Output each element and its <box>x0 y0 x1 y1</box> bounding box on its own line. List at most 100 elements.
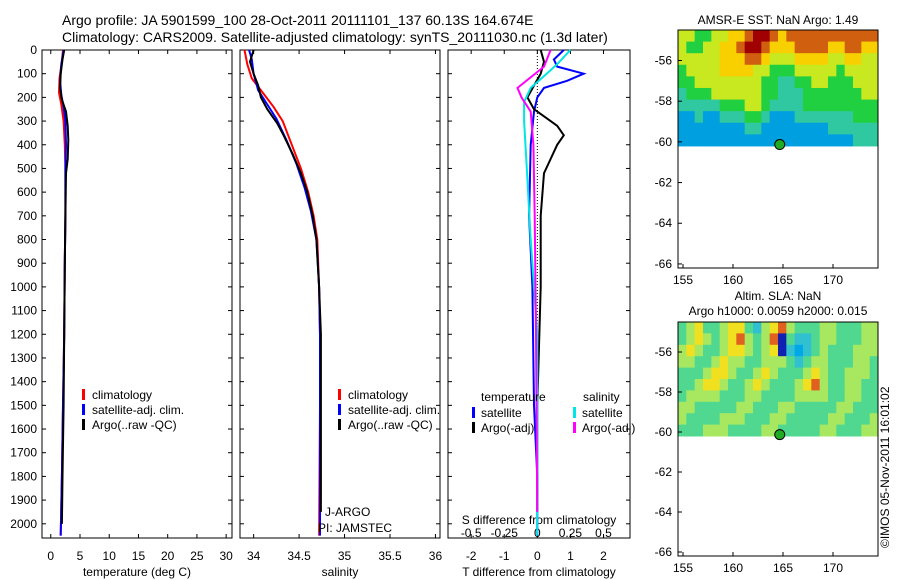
map-cell <box>728 99 737 112</box>
map-cell <box>786 322 796 334</box>
map-cell <box>761 41 771 54</box>
map-cell <box>769 53 779 66</box>
legend-label: satellite-adj. clim. <box>92 403 184 417</box>
map-cell <box>744 41 754 54</box>
map-cell <box>694 344 704 357</box>
map-x-tick-label: 160 <box>723 561 743 575</box>
map-cell <box>761 64 771 77</box>
map-cell <box>861 390 871 403</box>
map-cell <box>836 76 846 89</box>
map-cell <box>828 322 837 334</box>
map-cell <box>761 87 771 101</box>
map-cell <box>778 333 787 346</box>
series-line-2 <box>59 49 70 524</box>
map-cell <box>836 99 846 112</box>
map-cell <box>811 344 821 357</box>
map-cell <box>694 30 704 43</box>
map-cell <box>678 333 687 346</box>
map-cell <box>794 41 804 54</box>
map-cell <box>869 356 879 369</box>
legend-label: climatology <box>92 388 152 402</box>
map-cell <box>861 424 871 437</box>
x-tick-label: 30 <box>219 549 233 563</box>
map-cell <box>694 333 704 346</box>
map-y-tick-label: -60 <box>655 135 673 149</box>
map-cell <box>861 41 871 54</box>
map-cell <box>761 367 771 380</box>
map-cell <box>719 356 729 369</box>
map-cell <box>844 424 854 437</box>
plot-frame <box>41 49 233 539</box>
map-cell <box>686 99 696 112</box>
map-cell <box>819 76 829 89</box>
map-cell <box>769 41 779 54</box>
map-cell <box>711 99 721 112</box>
map-cell <box>869 390 879 403</box>
map-cell <box>803 99 812 112</box>
map-cell <box>703 64 712 77</box>
map-cell <box>869 111 879 124</box>
y-tick-label: 600 <box>17 185 37 199</box>
map-cell <box>828 379 837 391</box>
map-cell <box>836 134 846 147</box>
map-cell <box>736 99 746 112</box>
map-cell <box>803 344 812 357</box>
map-y-tick-label: -64 <box>655 216 673 230</box>
map-cell <box>819 401 829 414</box>
map-cell <box>711 41 721 54</box>
figure-title-line2: Climatology: CARS2009. Satellite-adjuste… <box>62 29 608 45</box>
map-cell <box>786 356 796 369</box>
map-cell <box>794 401 804 414</box>
map-cell <box>811 64 821 77</box>
map-x-tick-label: 170 <box>823 561 843 575</box>
map-cell <box>736 87 746 101</box>
map-cell <box>711 424 721 437</box>
map-cell <box>794 99 804 112</box>
x-tick-label: -1 <box>499 549 510 563</box>
map-cell <box>853 134 862 147</box>
map-cell <box>861 30 871 43</box>
map-cell <box>778 367 787 380</box>
map-cell <box>744 53 754 66</box>
x-tick-label: 10 <box>103 549 117 563</box>
x-tick-label: 35 <box>338 549 352 563</box>
map-cell <box>836 401 846 414</box>
map-cell <box>744 111 754 124</box>
map-cell <box>753 390 762 403</box>
map-cell <box>744 134 754 147</box>
map-cell <box>786 64 796 77</box>
map-cell <box>811 122 821 135</box>
map-cell <box>736 333 746 346</box>
map-cell <box>836 367 846 380</box>
map-cell <box>703 76 712 89</box>
map-cell <box>861 401 871 414</box>
map-cell <box>819 99 829 112</box>
y-tick-label: 500 <box>17 161 37 175</box>
map-cell <box>828 390 837 403</box>
map-cell <box>703 401 712 414</box>
map-cell <box>803 367 812 380</box>
map-cell <box>711 344 721 357</box>
map-cell <box>778 401 787 414</box>
x-axis-label: salinity <box>322 565 359 579</box>
map-cell <box>819 122 829 135</box>
map-cell <box>753 41 762 54</box>
map-cell <box>686 134 696 147</box>
map-cell <box>703 367 712 380</box>
map-cell <box>736 356 746 369</box>
map-cell <box>703 333 712 346</box>
legend-label: climatology <box>348 388 408 402</box>
sst-map-panel: AMSR-E SST: NaN Argo: 1.49 155 160 165 170 -5… <box>655 13 879 287</box>
map-cell <box>694 367 704 380</box>
map-cell <box>736 344 746 357</box>
map-cell <box>744 122 754 135</box>
map-cell <box>853 76 862 89</box>
map-cell <box>744 322 754 334</box>
map-cell <box>694 401 704 414</box>
annotation-jargo: J-ARGO <box>325 505 370 519</box>
map-cell <box>753 99 762 112</box>
map-cell <box>861 413 871 426</box>
map-cell <box>778 87 787 101</box>
map-cell <box>694 390 704 403</box>
